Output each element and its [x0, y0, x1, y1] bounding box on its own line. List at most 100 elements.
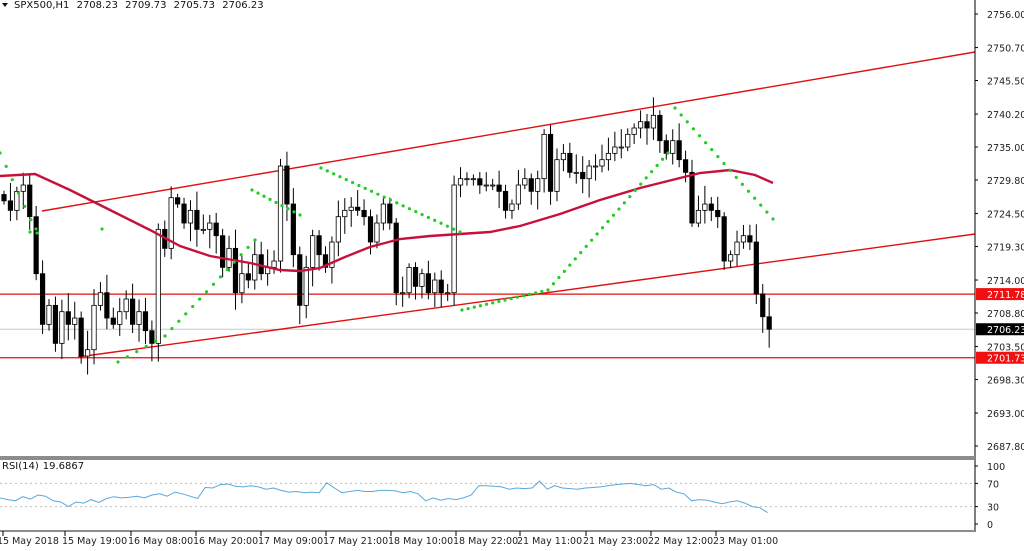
- candle[interactable]: [290, 188, 296, 268]
- candle[interactable]: [181, 197, 187, 229]
- candle[interactable]: [760, 284, 766, 333]
- candle[interactable]: [766, 297, 772, 348]
- candle[interactable]: [457, 167, 464, 198]
- candle[interactable]: [303, 255, 309, 319]
- candle[interactable]: [149, 320, 155, 362]
- moving-average-line[interactable]: [0, 168, 774, 273]
- candle[interactable]: [136, 299, 142, 342]
- candle[interactable]: [155, 223, 161, 362]
- candle[interactable]: [335, 200, 341, 257]
- candle[interactable]: [310, 229, 316, 287]
- candle[interactable]: [14, 186, 20, 221]
- candle[interactable]: [625, 128, 631, 152]
- candle[interactable]: [387, 197, 393, 230]
- candle[interactable]: [528, 173, 534, 205]
- candle[interactable]: [258, 241, 264, 281]
- candle[interactable]: [284, 151, 290, 221]
- candle[interactable]: [580, 156, 586, 194]
- candle[interactable]: [740, 224, 747, 249]
- candle[interactable]: [547, 124, 554, 205]
- candle[interactable]: [277, 158, 284, 273]
- candle[interactable]: [419, 268, 425, 299]
- candle[interactable]: [91, 289, 97, 365]
- candle[interactable]: [689, 159, 695, 227]
- candle[interactable]: [695, 195, 702, 228]
- candle[interactable]: [522, 168, 528, 190]
- candle[interactable]: [123, 290, 129, 320]
- candle[interactable]: [708, 197, 714, 222]
- candle[interactable]: [406, 263, 412, 299]
- candle[interactable]: [142, 297, 149, 345]
- price-pane[interactable]: [0, 51, 976, 375]
- candle[interactable]: [168, 186, 174, 260]
- candle[interactable]: [65, 293, 71, 341]
- candle[interactable]: [374, 214, 380, 249]
- candle[interactable]: [515, 170, 522, 210]
- candle[interactable]: [631, 123, 637, 145]
- candle[interactable]: [483, 172, 489, 192]
- candle[interactable]: [84, 330, 91, 375]
- candle[interactable]: [245, 262, 251, 289]
- candle[interactable]: [464, 172, 470, 186]
- candle[interactable]: [322, 246, 329, 273]
- candle[interactable]: [200, 214, 206, 235]
- candle[interactable]: [573, 154, 579, 184]
- dropdown-triangle-icon[interactable]: [2, 3, 8, 7]
- candle[interactable]: [129, 283, 136, 334]
- candle[interactable]: [271, 250, 277, 274]
- candle[interactable]: [586, 160, 592, 198]
- candle[interactable]: [747, 224, 753, 250]
- channel-lower-line[interactable]: [77, 233, 976, 358]
- candle[interactable]: [207, 214, 213, 249]
- candle[interactable]: [412, 262, 419, 300]
- candle[interactable]: [117, 298, 123, 336]
- candle[interactable]: [432, 272, 438, 307]
- candle[interactable]: [72, 301, 78, 340]
- candle[interactable]: [316, 230, 322, 271]
- candle[interactable]: [605, 137, 612, 171]
- candle[interactable]: [1, 190, 7, 205]
- candle[interactable]: [361, 199, 367, 226]
- candle[interactable]: [425, 260, 431, 300]
- candle[interactable]: [727, 250, 734, 269]
- candle[interactable]: [715, 196, 721, 228]
- candle[interactable]: [46, 299, 52, 331]
- candle[interactable]: [438, 270, 444, 308]
- candle[interactable]: [33, 205, 39, 281]
- candle[interactable]: [59, 299, 65, 359]
- candle[interactable]: [650, 97, 657, 140]
- candle[interactable]: [445, 283, 451, 302]
- candle[interactable]: [187, 200, 194, 242]
- candle[interactable]: [490, 178, 496, 191]
- candle[interactable]: [676, 123, 682, 168]
- candle[interactable]: [226, 235, 232, 272]
- candle[interactable]: [670, 129, 676, 165]
- candle[interactable]: [297, 246, 303, 325]
- candle[interactable]: [194, 191, 200, 247]
- candle[interactable]: [110, 307, 116, 329]
- candle[interactable]: [52, 296, 59, 352]
- candle[interactable]: [554, 148, 560, 202]
- candle[interactable]: [39, 260, 46, 334]
- candle[interactable]: [451, 175, 457, 306]
- candle[interactable]: [734, 230, 740, 267]
- candle[interactable]: [104, 274, 110, 330]
- channel-upper-line[interactable]: [41, 51, 976, 212]
- candle[interactable]: [618, 129, 624, 159]
- candle[interactable]: [599, 144, 605, 173]
- candle[interactable]: [355, 190, 361, 216]
- candle[interactable]: [753, 224, 759, 305]
- rsi-line[interactable]: [0, 480, 768, 514]
- candle[interactable]: [27, 175, 33, 230]
- candle[interactable]: [239, 255, 245, 304]
- candle[interactable]: [721, 212, 727, 270]
- candle[interactable]: [348, 197, 354, 227]
- candle[interactable]: [535, 170, 541, 210]
- candle[interactable]: [509, 199, 515, 219]
- candle[interactable]: [502, 184, 509, 219]
- candle[interactable]: [213, 212, 219, 254]
- candle[interactable]: [657, 110, 663, 153]
- candle[interactable]: [663, 134, 669, 160]
- candle[interactable]: [329, 236, 335, 284]
